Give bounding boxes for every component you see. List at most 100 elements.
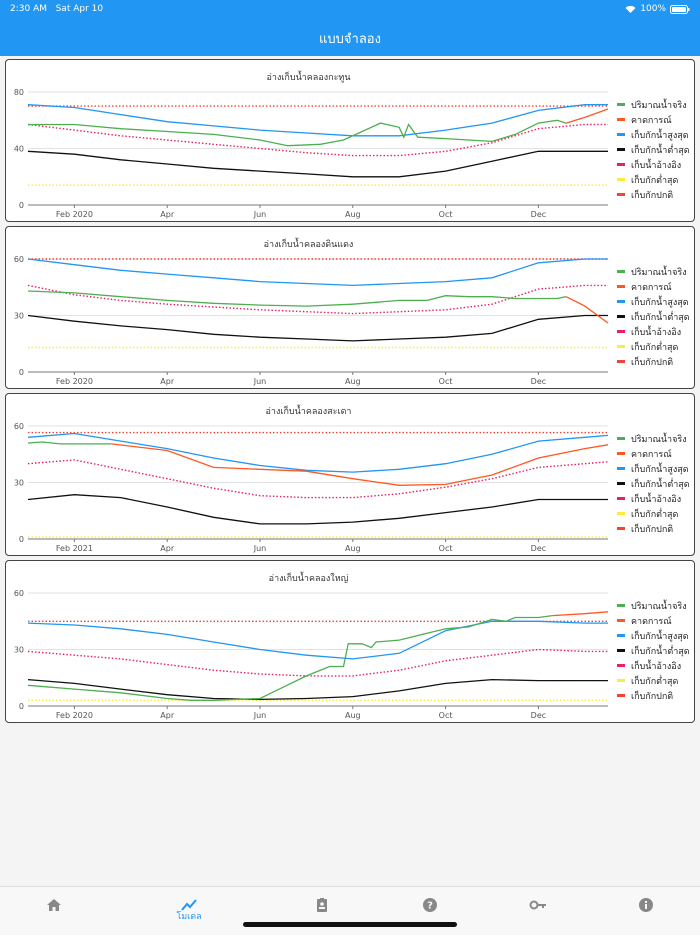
info-icon bbox=[639, 898, 653, 912]
legend-label: เก็บกักปกติ bbox=[631, 524, 674, 535]
legend-label: ปริมาณน้ำจริง bbox=[631, 100, 687, 111]
nav-info[interactable] bbox=[576, 887, 700, 935]
chart-plot: 0 30 60 Feb 2020 Apr Jun Aug Oct Dec bbox=[14, 255, 609, 386]
chart-card: 0 30 60 Feb 2020 Apr Jun Aug Oct Dec อ่างเก็บน้ำค… bbox=[5, 226, 695, 389]
legend-swatch bbox=[617, 679, 625, 682]
legend-label: เก็บน้ำอ้างอิง bbox=[631, 494, 682, 505]
series-line-min bbox=[27, 150, 608, 178]
y-tick-label: 40 bbox=[14, 145, 24, 154]
legend-item: ปริมาณน้ำจริง bbox=[617, 431, 690, 446]
y-tick-label: 60 bbox=[14, 422, 24, 431]
legend-label: เก็บกักต่ำสุด bbox=[631, 509, 679, 520]
series-line-actual bbox=[27, 614, 553, 701]
legend-label: เก็บกักน้ำสูงสุด bbox=[631, 464, 689, 475]
chart-title: อ่างเก็บน้ำคลองสะเดา bbox=[265, 407, 352, 417]
legend-item: เก็บกักปกติ bbox=[617, 187, 690, 202]
chart-legend: ปริมาณน้ำจริง คาดการณ์ เก็บกักน้ำสูงสุด เก็… bbox=[617, 264, 690, 369]
y-tick-label: 0 bbox=[19, 201, 24, 210]
home-indicator bbox=[243, 922, 457, 927]
chart-legend: ปริมาณน้ำจริงคาดการณ์เก็บกักน้ำสูงสุดเก็… bbox=[617, 431, 690, 536]
legend-label: เก็บน้ำอ้างอิง bbox=[631, 661, 682, 672]
series-line-actual bbox=[27, 441, 112, 445]
x-tick-label: Feb 2020 bbox=[56, 377, 93, 386]
legend-item: เก็บกักต่ำสุด bbox=[617, 172, 690, 187]
chart-legend: ปริมาณน้ำจริง คาดการณ์ เก็บกักน้ำสูงสุด เก็… bbox=[617, 97, 690, 202]
x-tick-label: Jun bbox=[253, 711, 267, 720]
legend-swatch bbox=[617, 118, 625, 121]
legend-item: คาดการณ์ bbox=[617, 613, 690, 628]
x-tick-label: Oct bbox=[439, 210, 453, 219]
legend-item: เก็บน้ำอ้างอิง bbox=[617, 157, 690, 172]
nav-help[interactable]: ? bbox=[360, 887, 500, 935]
nav-clipboard[interactable] bbox=[252, 887, 392, 935]
series-line-ref bbox=[27, 284, 608, 315]
bottom-nav: โมเดล ? bbox=[0, 886, 700, 935]
legend-swatch bbox=[617, 285, 625, 288]
x-tick-label: Oct bbox=[439, 711, 453, 720]
series-line-max bbox=[27, 104, 608, 137]
home-icon bbox=[47, 899, 61, 911]
chart-plot: 0 40 80 Feb 2020 Apr Jun Aug Oct Dec bbox=[14, 88, 609, 219]
status-bar: 2:30 AM Sat Apr 10 100% bbox=[0, 0, 700, 18]
battery-icon bbox=[670, 4, 690, 14]
legend-swatch bbox=[617, 527, 625, 530]
nav-home[interactable] bbox=[0, 887, 124, 935]
legend-swatch bbox=[617, 103, 625, 106]
x-tick-label: Feb 2020 bbox=[56, 711, 93, 720]
legend-item: เก็บกักน้ำต่ำสุด bbox=[617, 643, 690, 658]
nav-key[interactable] bbox=[468, 887, 608, 935]
legend-item: เก็บกักปกติ bbox=[617, 688, 690, 703]
legend-item: เก็บกักน้ำสูงสุด bbox=[617, 461, 690, 476]
legend-label: เก็บกักน้ำต่ำสุด bbox=[631, 479, 690, 490]
y-tick-label: 0 bbox=[19, 535, 24, 544]
legend-item: ปริมาณน้ำจริง bbox=[617, 598, 690, 613]
x-tick-label: Feb 2021 bbox=[56, 544, 93, 553]
legend-swatch bbox=[617, 694, 625, 697]
chart-legend: ปริมาณน้ำจริง คาดการณ์ เก็บกักน้ำสูงสุด เก็… bbox=[617, 598, 690, 703]
series-line-ref bbox=[27, 459, 609, 499]
legend-swatch bbox=[617, 437, 625, 440]
legend-label: คาดการณ์ bbox=[631, 115, 672, 126]
legend-item: คาดการณ์ bbox=[617, 446, 690, 461]
x-tick-label: Apr bbox=[160, 544, 175, 553]
x-tick-label: Jun bbox=[253, 377, 267, 386]
nav-model-label: โมเดล bbox=[176, 912, 202, 922]
legend-item: ปริมาณน้ำจริง bbox=[617, 264, 690, 279]
chart-plot: 0 30 60 Feb 2020 Apr Jun Aug Oct Dec bbox=[14, 589, 609, 720]
y-tick-label: 30 bbox=[14, 646, 24, 655]
nav-model[interactable]: โมเดล bbox=[119, 887, 259, 935]
series-line-forecast bbox=[565, 296, 609, 324]
legend-swatch bbox=[617, 512, 625, 515]
x-tick-label: Dec bbox=[531, 711, 546, 720]
svg-text:?: ? bbox=[427, 901, 433, 912]
status-date: Sat Apr 10 bbox=[55, 4, 104, 14]
chart-title: อ่างเก็บน้ำคลองกะทูน bbox=[266, 73, 351, 83]
legend-swatch bbox=[617, 634, 625, 637]
legend-item: เก็บกักน้ำต่ำสุด bbox=[617, 476, 690, 491]
status-time: 2:30 AM Sat Apr 10 bbox=[10, 4, 104, 14]
legend-swatch bbox=[617, 300, 625, 303]
legend-item: เก็บกักต่ำสุด bbox=[617, 339, 690, 354]
legend-swatch bbox=[617, 482, 625, 485]
x-tick-label: Feb 2020 bbox=[56, 210, 93, 219]
legend-label: ปริมาณน้ำจริง bbox=[631, 601, 687, 612]
legend-label: เก็บน้ำอ้างอิง bbox=[631, 327, 682, 338]
legend-swatch bbox=[617, 604, 625, 607]
legend-item: เก็บกักปกติ bbox=[617, 354, 690, 369]
legend-swatch bbox=[617, 497, 625, 500]
chart-card: 0 40 80 Feb 2020 Apr Jun Aug Oct Dec อ่างเก็บน้ำค… bbox=[5, 59, 695, 222]
legend-swatch bbox=[617, 178, 625, 181]
legend-swatch bbox=[617, 664, 625, 667]
series-line-min bbox=[27, 314, 608, 342]
legend-label: คาดการณ์ bbox=[631, 449, 672, 460]
legend-label: เก็บกักปกติ bbox=[631, 357, 674, 368]
legend-label: เก็บน้ำอ้างอิง bbox=[631, 160, 682, 171]
legend-item: คาดการณ์ bbox=[617, 112, 690, 127]
legend-item: เก็บน้ำอ้างอิง bbox=[617, 324, 690, 339]
legend-swatch bbox=[617, 315, 625, 318]
x-tick-label: Aug bbox=[345, 210, 361, 219]
series-line-min bbox=[27, 494, 608, 525]
legend-label: เก็บกักปกติ bbox=[631, 190, 674, 201]
legend-item: เก็บกักน้ำสูงสุด bbox=[617, 294, 690, 309]
clipboard-icon bbox=[317, 898, 327, 912]
